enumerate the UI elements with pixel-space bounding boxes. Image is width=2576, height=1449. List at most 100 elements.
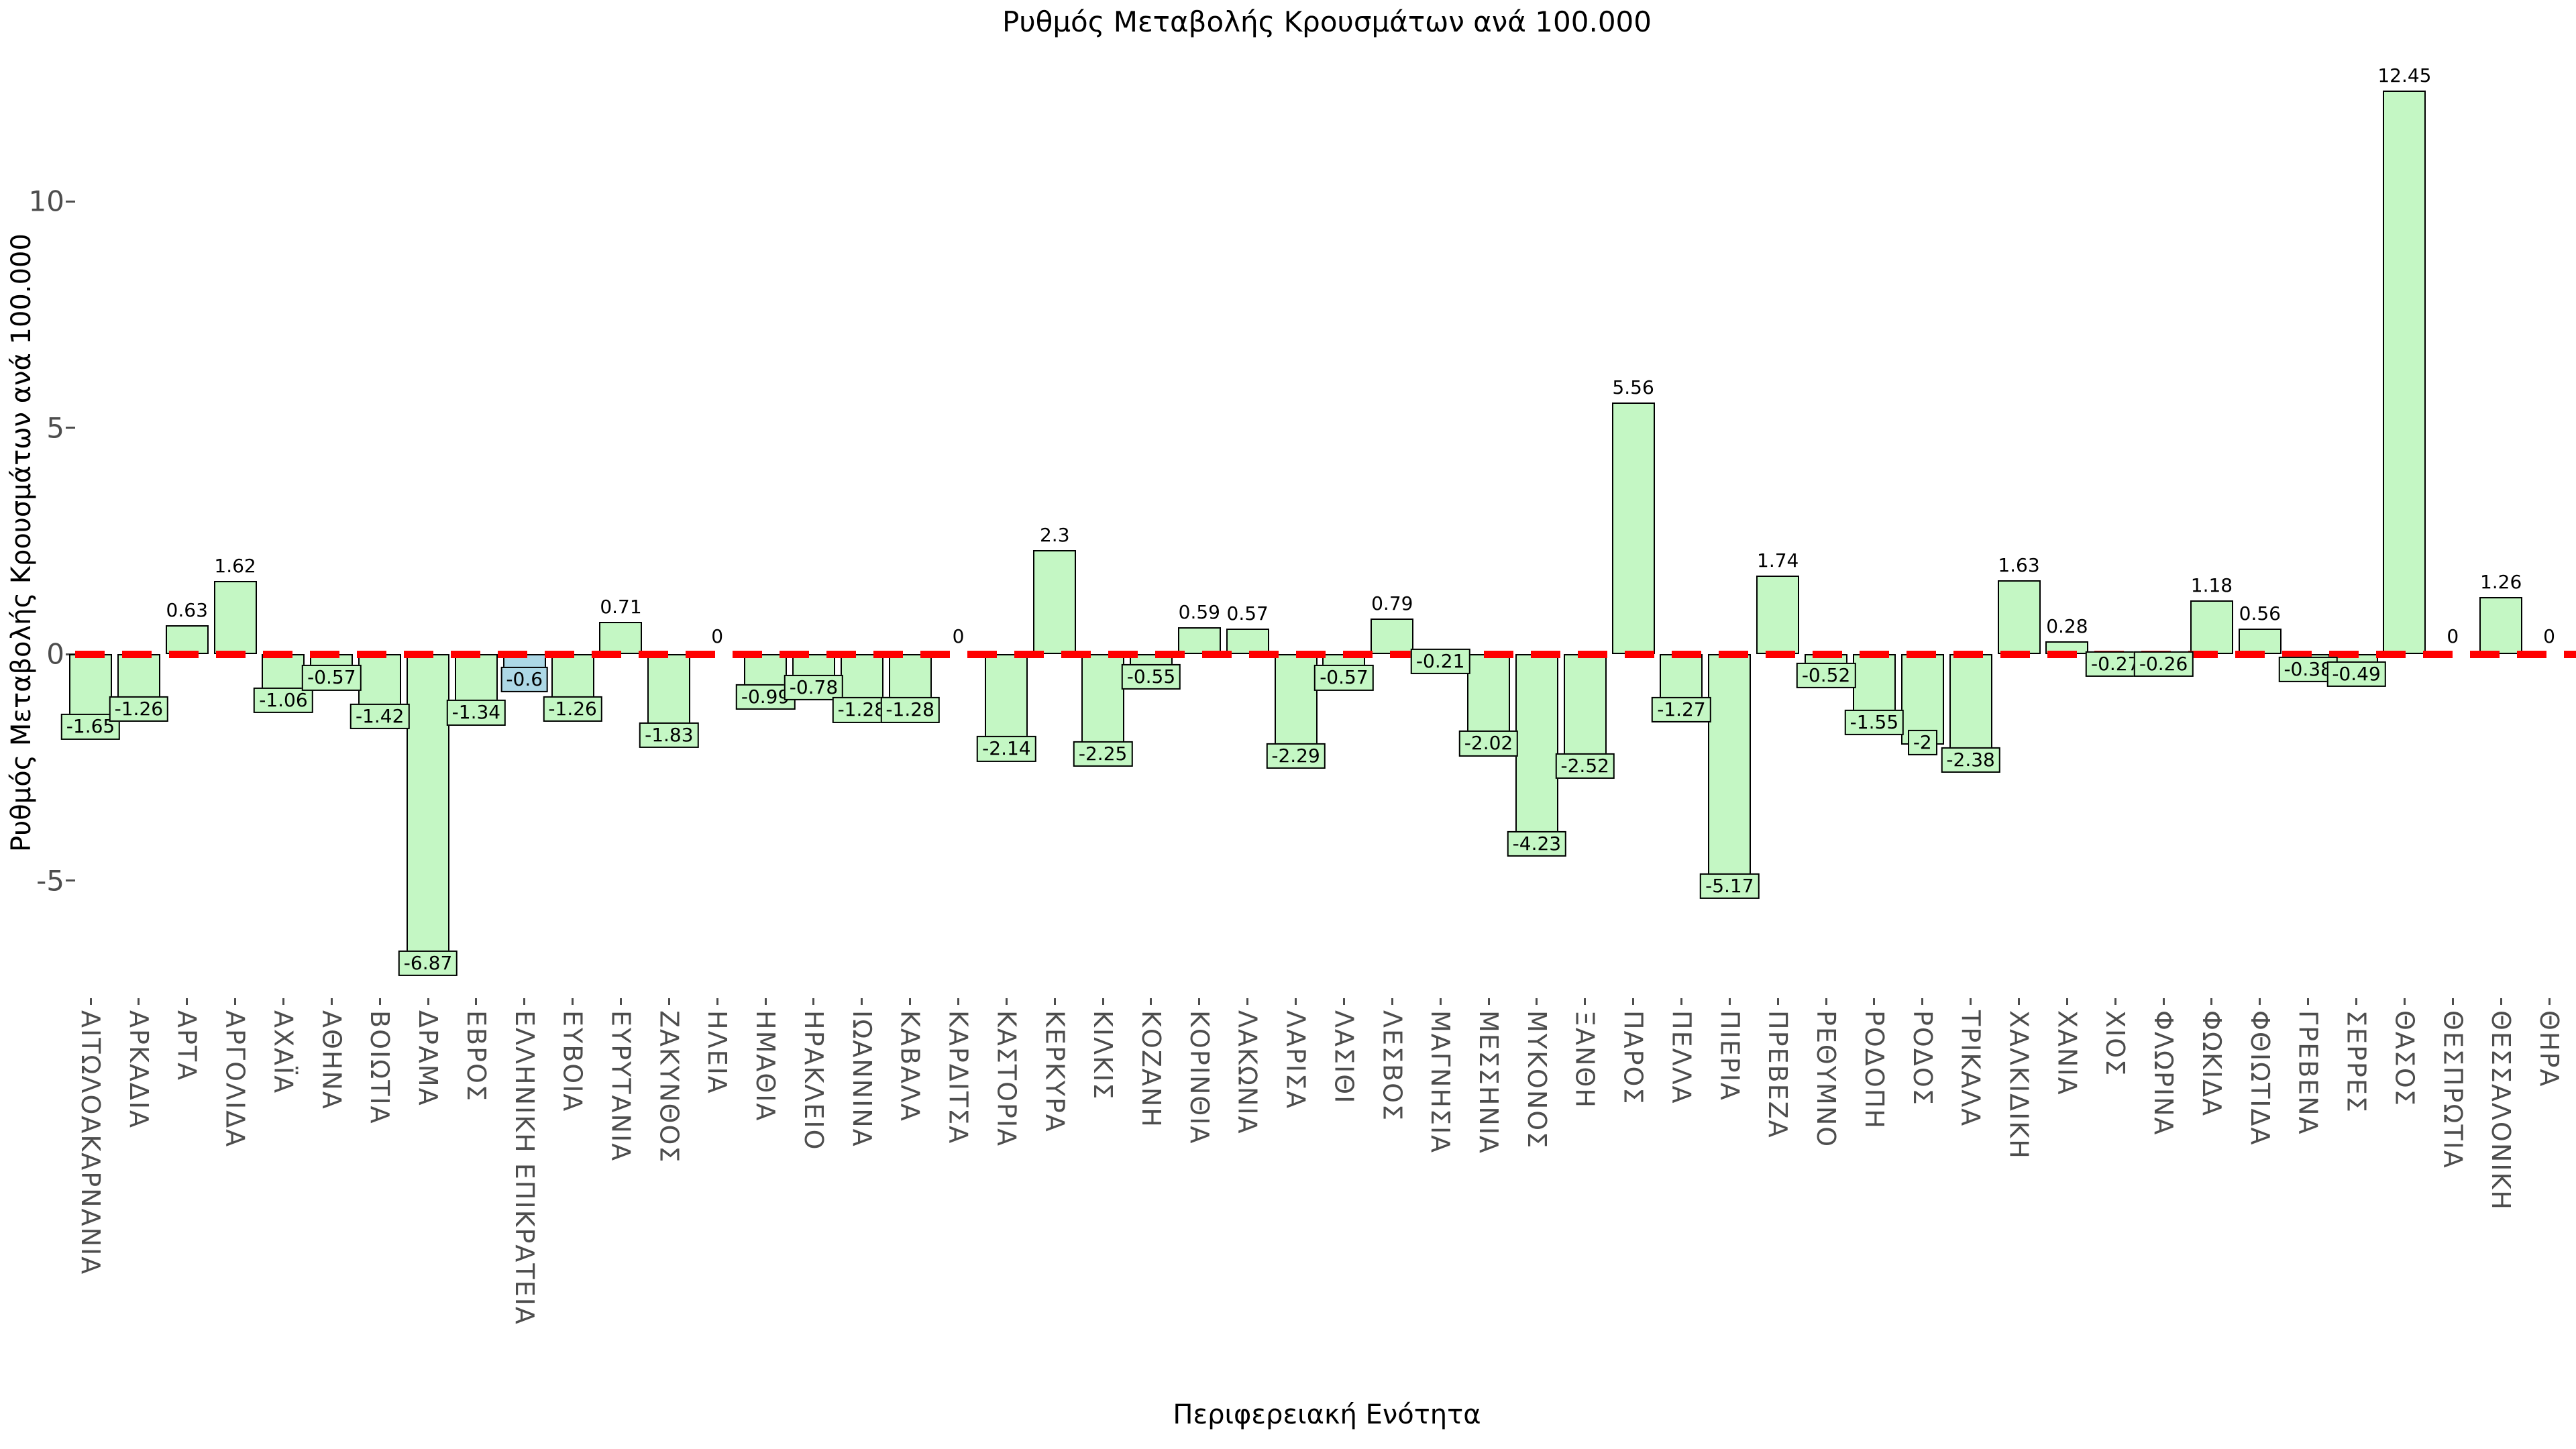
bar-value-label: -0.55 <box>1121 664 1181 690</box>
bar-value-label: 0.28 <box>2046 614 2088 637</box>
x-tick-label: ΒΟΙΩΤΙΑ <box>365 1010 395 1125</box>
x-tick-mark <box>2307 998 2310 1005</box>
bar-value-label: -0.26 <box>2133 651 2194 677</box>
x-tick-mark <box>1342 998 1345 1005</box>
bar <box>1081 654 1125 756</box>
bar-value-label: -1.27 <box>1652 696 1711 722</box>
bar-value-label: -2.38 <box>1941 747 2000 773</box>
x-tick-mark <box>330 998 333 1005</box>
x-tick-label: ΚΟΖΑΝΗ <box>1136 1010 1166 1128</box>
x-tick-label: ΚΑΒΑΛΑ <box>895 1010 925 1122</box>
x-tick-mark <box>716 998 718 1005</box>
x-tick-label: ΚΕΡΚΥΡΑ <box>1040 1010 1070 1133</box>
x-tick-label: ΦΛΩΡΙΝΑ <box>2149 1010 2179 1136</box>
x-tick-label: ΑΙΤΩΛΟΑΚΑΡΝΑΝΙΑ <box>76 1010 105 1276</box>
bar-value-label: -1.34 <box>446 700 506 726</box>
x-tick-mark <box>2548 998 2551 1005</box>
x-tick-mark <box>1198 998 1201 1005</box>
bar-value-label: 2.3 <box>1039 523 1070 546</box>
x-tick-label: ΡΕΘΥΜΝΟ <box>1811 1010 1841 1148</box>
bar-value-label: -4.23 <box>1507 830 1567 857</box>
bar-value-label: 1.74 <box>1757 549 1799 572</box>
x-tick-mark <box>186 998 189 1005</box>
x-tick-mark <box>1970 998 1972 1005</box>
x-tick-label: ΚΑΡΔΙΤΣΑ <box>943 1010 973 1145</box>
bar-value-label: -0.49 <box>2326 661 2386 688</box>
x-tick-mark <box>1921 998 1924 1005</box>
x-tick-mark <box>667 998 670 1005</box>
bar-value-label: -6.87 <box>398 950 458 976</box>
x-tick-mark <box>89 998 92 1005</box>
x-tick-mark <box>2162 998 2165 1005</box>
bar <box>213 580 257 654</box>
x-tick-label: ΘΗΡΑ <box>2534 1010 2564 1088</box>
bar <box>1563 654 1607 769</box>
x-tick-label: ΗΡΑΚΛΕΙΟ <box>798 1010 828 1151</box>
bar-value-label: -2 <box>1907 729 1937 756</box>
bar-value-label: 1.18 <box>2190 574 2233 597</box>
x-tick-label: ΑΡΓΟΛΙΔΑ <box>220 1010 250 1148</box>
x-tick-label: ΑΡΚΑΔΙΑ <box>123 1010 154 1130</box>
y-tick-mark <box>66 879 75 881</box>
bar-value-label: -1.28 <box>832 697 892 723</box>
x-tick-mark <box>1053 998 1056 1005</box>
x-tick-label: ΧΑΝΙΑ <box>2052 1010 2082 1096</box>
x-tick-label: ΗΜΑΘΙΑ <box>751 1010 781 1122</box>
bar-value-label: -1.83 <box>639 722 699 748</box>
bar <box>1997 580 2041 654</box>
bar <box>599 622 643 654</box>
bar <box>1033 549 1077 654</box>
x-tick-mark <box>234 998 237 1005</box>
x-tick-mark <box>282 998 284 1005</box>
x-tick-mark <box>427 998 429 1005</box>
x-tick-mark <box>812 998 815 1005</box>
bar-value-label: 1.62 <box>214 554 256 577</box>
x-tick-mark <box>2355 998 2358 1005</box>
x-tick-mark <box>2403 998 2406 1005</box>
bar-value-label: 0.71 <box>600 595 642 618</box>
x-tick-label: ΘΕΣΠΡΩΤΙΑ <box>2438 1010 2468 1169</box>
x-tick-mark <box>1632 998 1635 1005</box>
x-tick-mark <box>619 998 622 1005</box>
y-tick-mark <box>66 200 75 203</box>
x-tick-label: ΛΕΣΒΟΣ <box>1377 1010 1407 1122</box>
y-tick-label: 5 <box>46 411 64 444</box>
x-tick-label: ΠΑΡΟΣ <box>1618 1010 1648 1106</box>
x-tick-mark <box>1728 998 1731 1005</box>
x-tick-mark <box>1102 998 1104 1005</box>
x-tick-mark <box>2210 998 2213 1005</box>
bar-value-label: -0.21 <box>1410 649 1470 675</box>
x-tick-mark <box>2259 998 2261 1005</box>
x-tick-mark <box>957 998 960 1005</box>
x-tick-mark <box>1150 998 1152 1005</box>
x-tick-mark <box>2114 998 2116 1005</box>
bar <box>1177 627 1221 654</box>
x-tick-label: ΚΙΛΚΙΣ <box>1088 1010 1118 1101</box>
x-axis-title: Περιφερειακή Ενότητα <box>1173 1399 1481 1430</box>
x-tick-mark <box>861 998 863 1005</box>
x-tick-mark <box>909 998 912 1005</box>
x-tick-mark <box>475 998 478 1005</box>
x-tick-label: ΚΟΡΙΝΘΙΑ <box>1184 1010 1214 1145</box>
bar-value-label: 0 <box>952 625 965 647</box>
bar-value-label: -5.17 <box>1700 873 1760 900</box>
bar-value-label: 0.57 <box>1226 602 1269 625</box>
x-tick-mark <box>378 998 381 1005</box>
x-tick-mark <box>1825 998 1827 1005</box>
bar-value-label: 0.59 <box>1178 600 1220 623</box>
bar-value-label: 0 <box>2543 625 2555 647</box>
x-tick-mark <box>1487 998 1490 1005</box>
y-tick-label: 0 <box>46 637 64 671</box>
y-tick-label: -5 <box>36 864 64 897</box>
bar-value-label: -0.52 <box>1796 663 1856 689</box>
x-tick-label: ΙΩΑΝΝΙΝΑ <box>847 1010 877 1148</box>
bar-value-label: -2.02 <box>1458 731 1519 757</box>
bar <box>1274 654 1318 758</box>
bar-value-label: 0 <box>2447 625 2459 647</box>
y-tick-label: 10 <box>28 184 64 218</box>
x-tick-mark <box>572 998 574 1005</box>
chart-title: Ρυθμός Μεταβολής Κρουσμάτων ανά 100.000 <box>1002 5 1652 38</box>
bar-value-label: 0 <box>711 625 724 647</box>
x-tick-label: ΔΡΑΜΑ <box>413 1010 443 1107</box>
x-tick-label: ΛΑΣΙΘΙ <box>1329 1010 1359 1105</box>
